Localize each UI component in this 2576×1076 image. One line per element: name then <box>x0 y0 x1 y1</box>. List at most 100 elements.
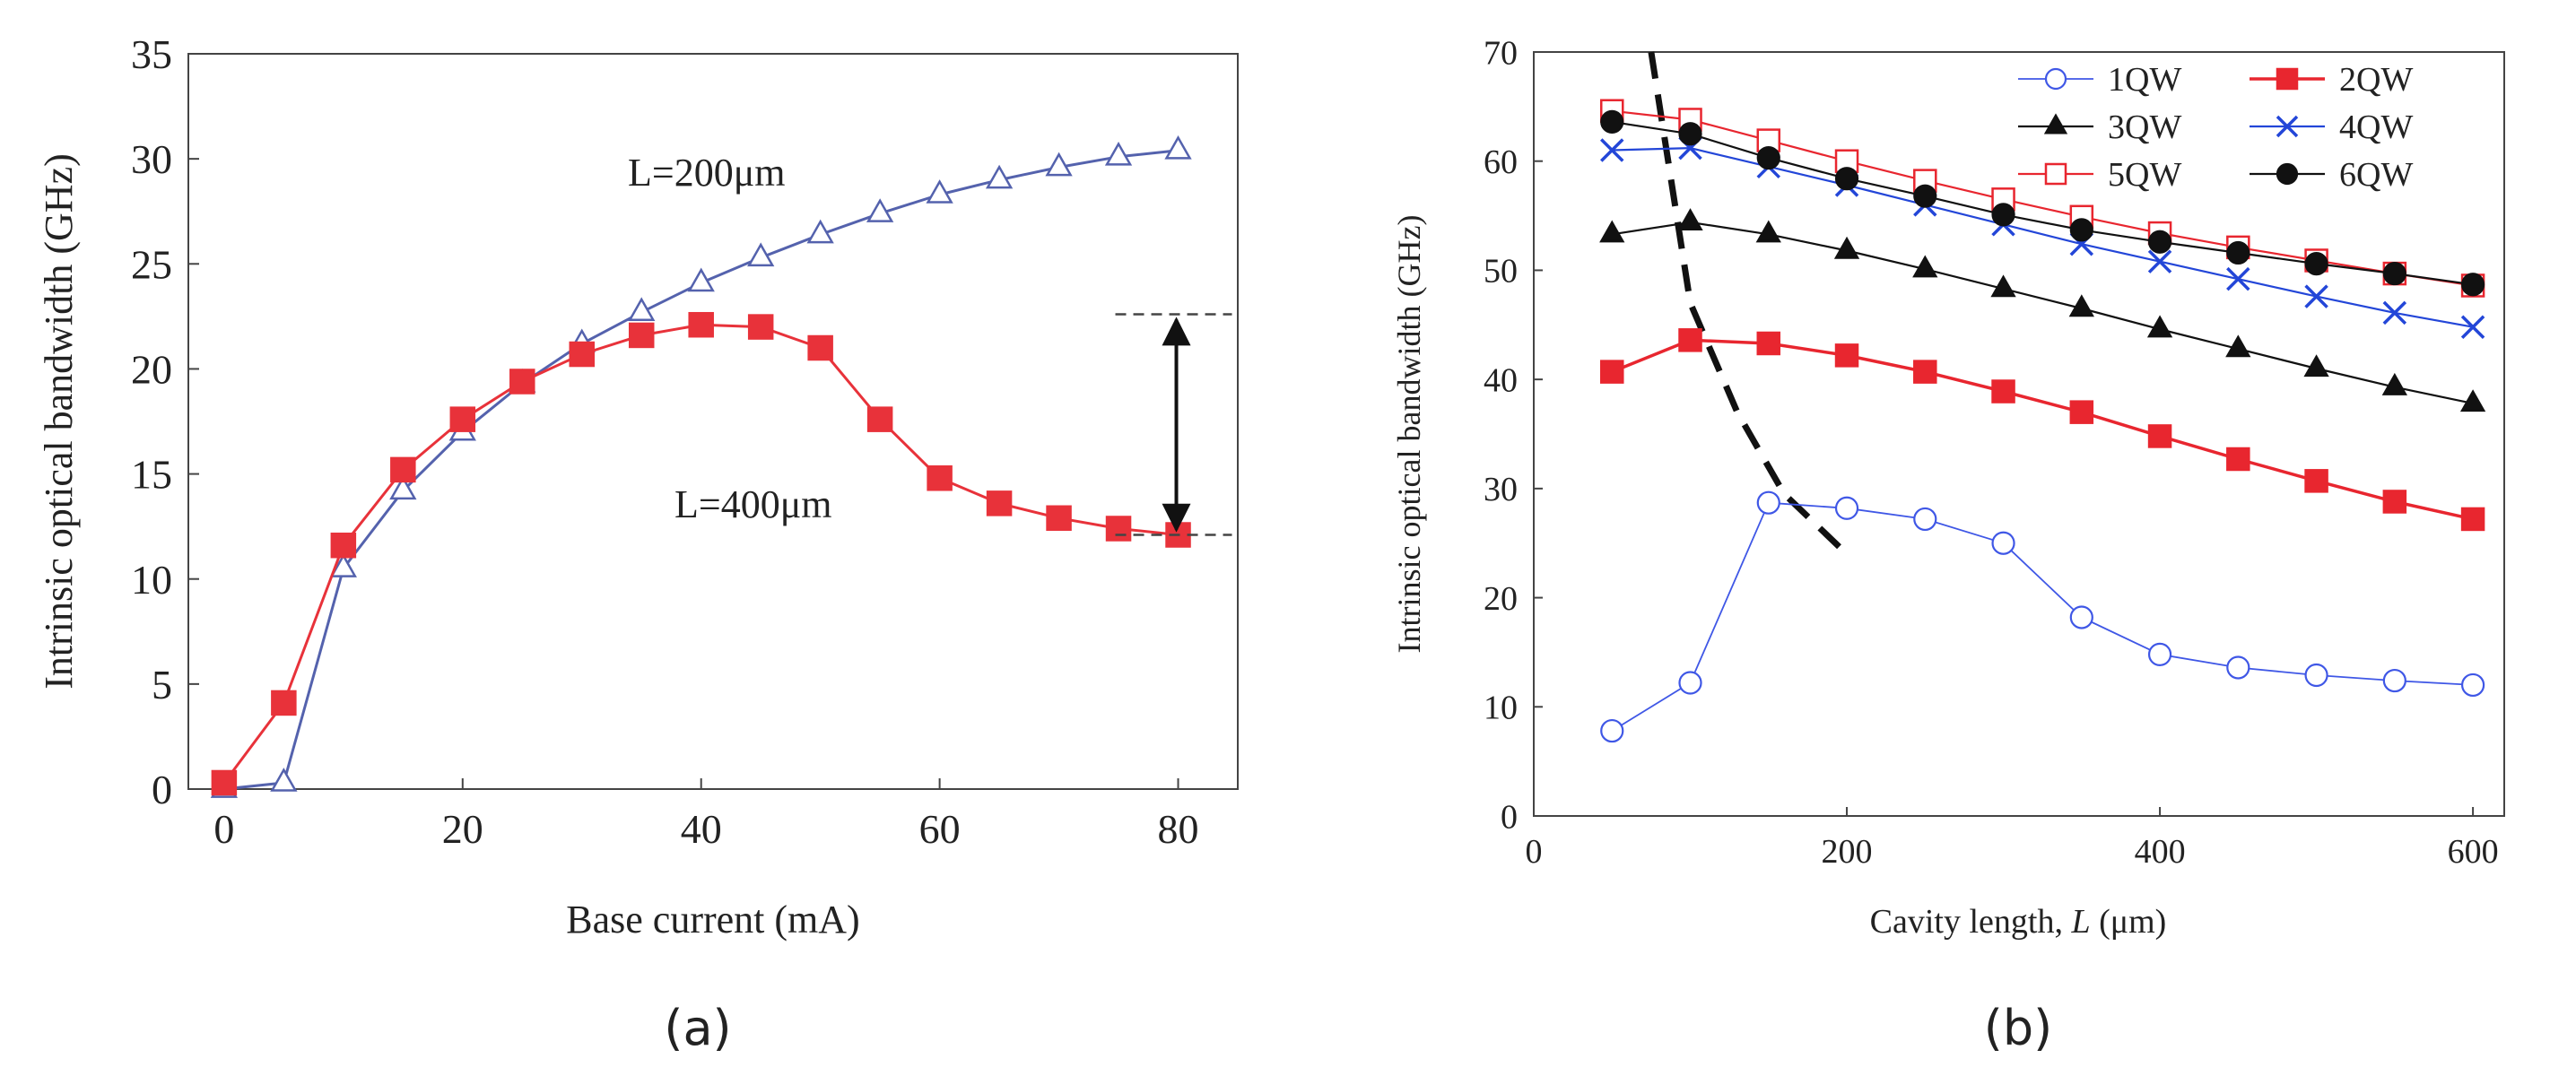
data-point <box>1913 184 1937 208</box>
legend-marker <box>2044 67 2067 91</box>
data-point <box>1991 531 2015 555</box>
data-point <box>1045 152 1073 177</box>
panel-label-b: (b) <box>1984 1000 2052 1056</box>
data-point <box>2382 261 2406 286</box>
data-point <box>2460 507 2485 532</box>
data-point <box>1756 490 1780 515</box>
y-tick-label: 15 <box>131 452 172 498</box>
x-tick-label: 80 <box>1158 806 1199 852</box>
data-point <box>2381 372 2407 395</box>
y-tick-label: 30 <box>131 136 172 182</box>
chart-b-legend: 1QW 2QW 3QW 4QW 5QW 6QW <box>2018 61 2413 194</box>
chart-a-series <box>210 134 1192 798</box>
legend-label: 6QW <box>2339 156 2413 194</box>
x-tick-label: 60 <box>919 806 961 852</box>
chart-a-y-axis-label: Intrinsic optical bandwidth (GHz) <box>37 153 81 690</box>
y-tick-label: 10 <box>131 557 172 603</box>
data-point <box>1991 203 2015 227</box>
series-L=200μm <box>210 134 1192 798</box>
y-tick-label: 20 <box>1484 580 1518 618</box>
data-point <box>2382 490 2407 514</box>
data-point <box>2147 230 2172 254</box>
data-point <box>2068 294 2094 317</box>
label-L400: L=400μm <box>674 482 832 526</box>
data-point <box>1600 718 1624 743</box>
y-tick-label: 25 <box>131 241 172 287</box>
x-tick-label: 40 <box>681 806 722 852</box>
data-point <box>2459 389 2486 412</box>
y-tick-label: 30 <box>1484 471 1518 508</box>
data-point <box>2304 284 2328 308</box>
legend-marker <box>2043 113 2068 134</box>
x-label-suffix: (μm) <box>2091 903 2167 941</box>
chart-b-y-ticks: 0 10 20 30 40 50 60 70 <box>1484 34 1543 836</box>
data-point <box>2460 273 2485 297</box>
chart-b-y-axis-label: Intrinsic optical bandwidth (GHz) <box>1391 215 1427 654</box>
data-point <box>2460 315 2485 339</box>
data-point <box>1677 208 1703 231</box>
data-point <box>1678 122 1702 146</box>
data-point <box>1912 255 1938 278</box>
legend-marker <box>2276 115 2299 138</box>
y-tick-label: 0 <box>152 767 172 812</box>
data-point <box>509 369 535 395</box>
data-point <box>986 490 1013 516</box>
data-point <box>2226 655 2250 680</box>
data-point <box>2226 447 2250 472</box>
chart-b-x-ticks: 0 200 400 600 <box>1526 807 2499 871</box>
chart-a-plot-frame <box>187 53 1239 790</box>
data-point <box>985 164 1014 189</box>
y-tick-label: 5 <box>152 662 172 707</box>
x-tick-label: 20 <box>442 806 483 852</box>
data-point <box>1913 360 1937 384</box>
y-tick-label: 40 <box>1484 361 1518 399</box>
series-1QW <box>1600 490 2485 743</box>
legend-item-3QW: 3QW <box>2018 108 2181 146</box>
y-tick-label: 60 <box>1484 143 1518 181</box>
data-point <box>389 475 417 500</box>
data-point <box>687 267 715 292</box>
y-tick-label: 70 <box>1484 34 1518 72</box>
data-point <box>2147 642 2172 666</box>
data-point <box>449 406 476 432</box>
chart-b-plot-frame <box>1533 51 2505 817</box>
chart-a-x-ticks: 0 20 40 60 80 <box>213 778 1199 852</box>
x-tick-label: 200 <box>1822 833 1873 871</box>
series-line <box>1611 338 2474 521</box>
data-point <box>1756 331 1781 356</box>
legend-item-4QW: 4QW <box>2250 108 2413 146</box>
data-point <box>2069 218 2093 242</box>
data-point <box>2146 315 2173 338</box>
series-line <box>1612 147 2474 328</box>
dashed-boundary-curve <box>1648 51 1849 557</box>
data-point <box>1834 343 1859 368</box>
data-point <box>2460 672 2485 698</box>
chart-a-y-ticks: 0 5 10 15 20 25 30 35 <box>131 31 199 812</box>
y-tick-label: 50 <box>1484 253 1518 291</box>
data-point <box>2069 605 2093 629</box>
legend-marker <box>2276 67 2299 91</box>
data-point <box>2304 252 2328 276</box>
data-point <box>2304 469 2328 493</box>
data-point <box>271 690 297 716</box>
legend-marker <box>2276 162 2299 186</box>
data-point <box>926 179 953 204</box>
data-point <box>569 341 595 368</box>
data-point <box>330 532 357 559</box>
legend-item-2QW: 2QW <box>2250 61 2413 99</box>
data-point <box>1164 134 1192 160</box>
series-line <box>222 323 1179 784</box>
data-point <box>2382 300 2407 325</box>
y-tick-label: 10 <box>1484 690 1518 727</box>
chart-b-x-axis-label: Cavity length, L (μm) <box>1870 903 2167 941</box>
data-point <box>1600 138 1624 162</box>
data-point <box>1104 141 1133 166</box>
series-line <box>1612 120 2474 286</box>
legend-marker <box>2044 162 2067 186</box>
data-point <box>1600 109 1624 134</box>
data-point <box>2304 663 2328 688</box>
chart-b: 0 10 20 30 40 50 60 70 0 200 400 600 1QW 2QW 3QW 4QW 5… <box>1391 34 2505 941</box>
chart-a-x-axis-label: Base current (mA) <box>566 898 859 941</box>
legend-label: 4QW <box>2339 108 2413 146</box>
series-line <box>1612 221 2474 404</box>
